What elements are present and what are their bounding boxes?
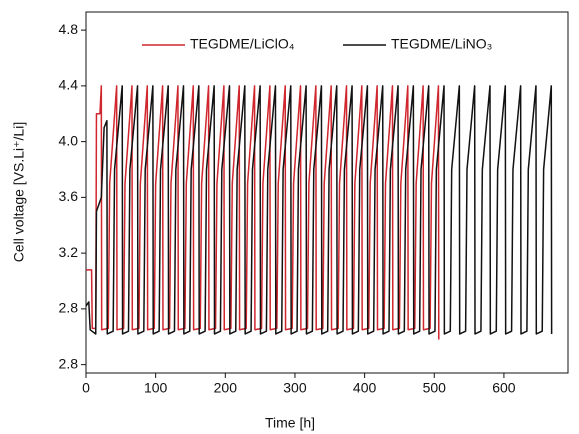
y-tick-label: 2.8 [59, 355, 79, 371]
line-series [85, 85, 553, 335]
x-tick-label: 500 [423, 380, 447, 396]
y-tick-label: 3.6 [59, 188, 79, 204]
plot-frame [85, 11, 569, 374]
y-tick-label: 2.8 [59, 300, 79, 316]
x-tick-label: 0 [82, 380, 90, 396]
line-series [86, 85, 440, 340]
x-axis-label: Time [h] [265, 415, 315, 431]
x-tick-label: 400 [353, 380, 377, 396]
x-tick-label: 300 [283, 380, 307, 396]
legend-label: TEGDME/LiClO₄ [190, 36, 295, 52]
y-tick-label: 4.8 [59, 21, 79, 37]
y-axis-label: Cell voltage [VS.Li⁺/Li] [11, 122, 27, 262]
x-tick-label: 200 [214, 380, 238, 396]
y-tick-label: 4.4 [59, 77, 79, 93]
x-tick-label: 600 [492, 380, 516, 396]
x-tick-label: 100 [144, 380, 168, 396]
legend-label: TEGDME/LiNO₃ [391, 36, 492, 52]
y-tick-label: 4.0 [59, 132, 79, 148]
y-tick-label: 3.2 [59, 244, 79, 260]
